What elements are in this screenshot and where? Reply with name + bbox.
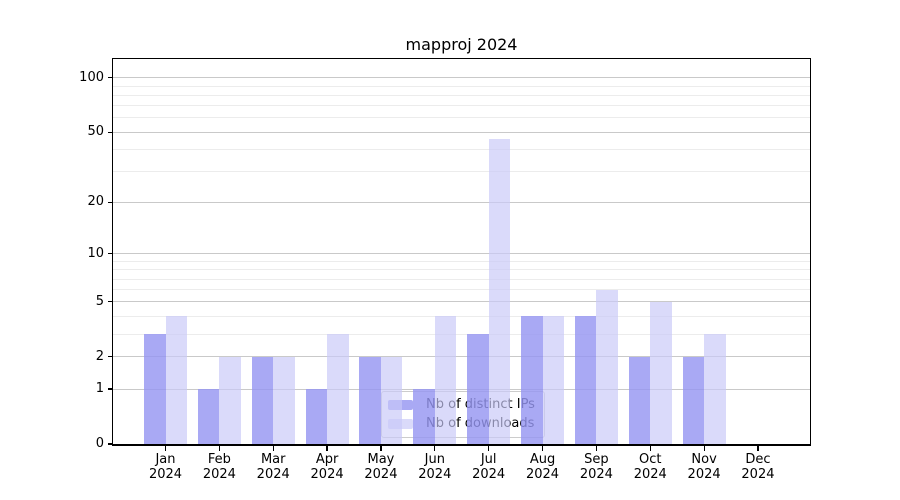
y-tick-label-100: 100 (79, 69, 104, 85)
gridline-major-5 (113, 301, 810, 303)
y-tick-mark-0 (107, 443, 112, 445)
gridline-minor-8 (113, 269, 810, 271)
bar-downloads-jan (165, 316, 187, 444)
y-tick-label-2: 2 (95, 348, 104, 364)
x-tick-mark-oct (649, 446, 651, 451)
bar-ips-nov (682, 356, 705, 444)
legend-row-downloads: Nb of downloads (388, 416, 535, 432)
gridline-minor-80 (113, 94, 810, 96)
x-tick-mark-aug (541, 446, 544, 451)
chart-title: mapproj 2024 (405, 35, 518, 54)
y-tick-mark-20 (107, 201, 112, 204)
y-tick-mark-5 (107, 301, 112, 303)
gridline-major-2 (113, 356, 810, 358)
gridline-minor-60 (113, 117, 810, 119)
y-tick-mark-100 (107, 77, 112, 79)
x-tick-mark-jan (164, 446, 167, 451)
bar-downloads-jun (434, 316, 457, 444)
gridline-minor-30 (113, 171, 810, 173)
y-tick-mark-2 (107, 356, 112, 358)
y-tick-label-1: 1 (95, 381, 104, 397)
bar-ips-feb (197, 389, 220, 444)
gridline-minor-70 (113, 105, 810, 107)
x-tick-mark-jul (488, 446, 490, 451)
x-tick-mark-may (380, 446, 382, 451)
x-tick-label-sep: Sep 2024 (579, 452, 613, 482)
x-tick-mark-feb (218, 446, 220, 451)
bar-ips-jan (144, 334, 166, 444)
x-axis-spine-bottom (112, 444, 811, 446)
x-tick-label-may: May 2024 (364, 452, 398, 482)
x-tick-mark-jun (434, 446, 436, 451)
x-tick-label-oct: Oct 2024 (633, 452, 667, 482)
y-axis-spine-right (809, 58, 811, 445)
x-tick-label-aug: Aug 2024 (525, 452, 560, 482)
gridline-minor-3 (113, 333, 810, 335)
x-tick-mark-apr (326, 446, 328, 451)
bar-ips-jul (467, 334, 489, 444)
gridline-minor-7 (113, 278, 810, 280)
x-tick-mark-dec (757, 446, 759, 451)
x-tick-mark-nov (703, 446, 705, 451)
bar-downloads-mar (273, 356, 295, 444)
gridline-major-50 (113, 131, 810, 133)
bar-downloads-nov (704, 334, 726, 444)
gridline-minor-40 (113, 148, 810, 150)
y-tick-mark-10 (107, 253, 112, 255)
gridline-major-20 (113, 201, 810, 203)
x-tick-label-apr: Apr 2024 (310, 452, 344, 482)
x-tick-label-jul: Jul 2024 (472, 452, 506, 482)
x-tick-label-mar: Mar 2024 (256, 452, 290, 482)
y-tick-mark-50 (107, 131, 112, 133)
bar-downloads-apr (327, 334, 349, 444)
bar-ips-jun (413, 389, 435, 444)
gridline-major-10 (113, 253, 810, 255)
y-tick-label-20: 20 (87, 194, 104, 210)
x-tick-label-feb: Feb 2024 (202, 452, 236, 482)
x-axis-spine-top (112, 58, 811, 60)
gridline-minor-9 (113, 260, 810, 262)
y-tick-label-0: 0 (95, 436, 104, 451)
gridline-minor-6 (113, 289, 810, 291)
bar-downloads-jul (488, 138, 511, 444)
legend-row-distinct-ips: Nb of distinct IPs (388, 397, 535, 413)
bar-ips-aug (521, 316, 543, 444)
bar-downloads-sep (596, 289, 618, 444)
gridline-major-1 (113, 388, 810, 390)
gridline-minor-4 (113, 315, 810, 317)
bar-downloads-may (380, 356, 403, 444)
bar-ips-apr (305, 389, 328, 444)
bar-ips-may (359, 356, 381, 444)
bar-downloads-oct (650, 301, 672, 444)
bar-ips-mar (251, 356, 274, 444)
plot-area: Nb of distinct IPs Nb of downloads (113, 58, 810, 444)
x-tick-mark-sep (595, 446, 597, 451)
gridline-major-100 (113, 77, 810, 79)
bar-downloads-feb (219, 356, 241, 444)
y-axis-spine-left (112, 58, 114, 445)
x-tick-label-nov: Nov 2024 (687, 452, 721, 482)
gridline-minor-90 (113, 85, 810, 87)
x-tick-label-dec: Dec 2024 (741, 452, 775, 482)
bar-ips-oct (628, 356, 651, 444)
y-tick-label-5: 5 (95, 293, 104, 309)
x-tick-mark-mar (272, 446, 274, 451)
y-tick-label-10: 10 (87, 245, 104, 261)
y-tick-label-50: 50 (87, 124, 104, 140)
x-tick-label-jan: Jan 2024 (148, 452, 183, 482)
bar-downloads-aug (542, 316, 565, 444)
y-tick-mark-1 (107, 388, 112, 390)
x-tick-label-jun: Jun 2024 (418, 452, 452, 482)
bar-ips-sep (574, 316, 597, 444)
